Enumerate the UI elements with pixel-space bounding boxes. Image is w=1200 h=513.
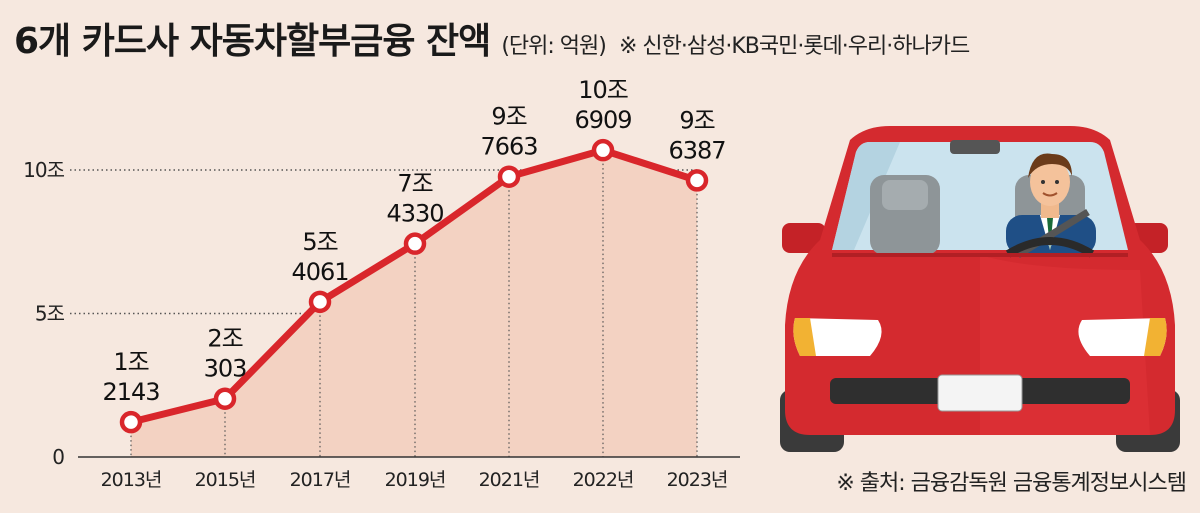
data-point [497, 165, 521, 188]
x-tick-label: 2015년 [195, 469, 256, 491]
source-note: ※ 출처: 금융감독원 금융통계정보시스템 [836, 471, 1187, 496]
red-car-with-driver-icon [780, 126, 1180, 452]
y-tick-label: 0 [52, 445, 64, 469]
area-fill [131, 150, 697, 457]
unit-label: (단위: 억원) [501, 34, 607, 59]
data-label-jo: 1조 [113, 348, 148, 376]
data-label-jo: 9조 [491, 103, 526, 131]
y-tick-label: 5조 [35, 302, 65, 326]
data-label-eok: 4330 [386, 200, 443, 228]
chart-header: 6개 카드사 자동차할부금융 잔액 (단위: 억원) ※ 신한·삼성·KB국민·… [14, 12, 970, 64]
data-label-jo: 5조 [302, 228, 337, 256]
data-label-eok: 6909 [574, 106, 631, 134]
x-tick-label: 2017년 [290, 469, 351, 491]
x-tick-label: 2019년 [385, 469, 446, 491]
data-point [119, 410, 143, 434]
data-point [213, 387, 237, 410]
data-label-eok: 6387 [668, 136, 725, 164]
data-label-eok: 7663 [480, 133, 537, 161]
data-point [403, 232, 427, 255]
x-tick-label: 2023년 [667, 469, 728, 491]
data-point [591, 138, 615, 162]
data-label-eok: 303 [204, 355, 247, 383]
data-label-jo: 10조 [578, 76, 628, 104]
companies-note: ※ 신한·삼성·KB국민·롯데·우리·하나카드 [618, 34, 970, 59]
data-label-jo: 9조 [679, 106, 714, 134]
x-tick-label: 2021년 [479, 469, 540, 491]
data-label-eok: 4061 [291, 258, 348, 286]
points-layer [119, 138, 709, 434]
x-tick-label: 2013년 [101, 469, 162, 491]
chart-title: 6개 카드사 자동차할부금융 잔액 [14, 21, 491, 62]
x-tick-label: 2022년 [573, 469, 634, 491]
y-tick-label: 10조 [23, 158, 64, 182]
axis-layer: 0 5조 10조 2013년 2015년 2017년 2019년 2021년 2022년 2023… [23, 158, 740, 491]
data-label-jo: 2조 [207, 325, 242, 353]
data-label-eok: 2143 [102, 378, 159, 406]
data-point [685, 169, 709, 192]
data-point [308, 290, 332, 314]
data-label-jo: 7조 [397, 170, 432, 198]
